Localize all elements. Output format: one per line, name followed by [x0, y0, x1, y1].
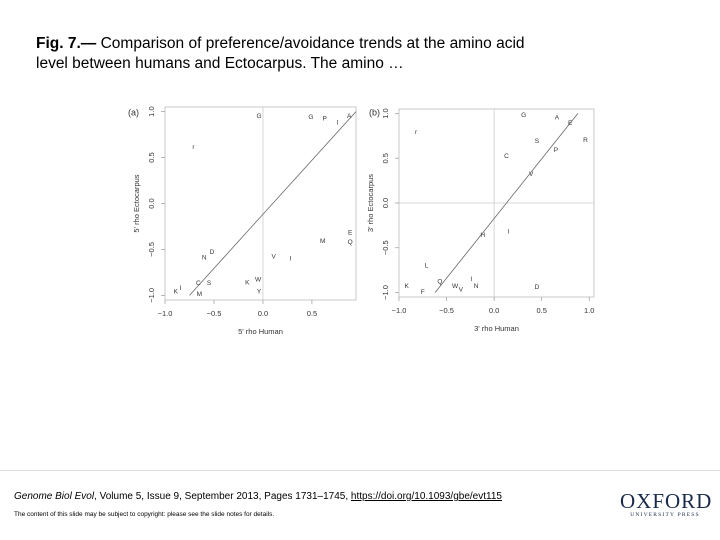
logo: OXFORD UNIVERSITY PRESS [620, 489, 713, 518]
figure-label: Fig. 7.— [36, 35, 97, 52]
point-label: Q [437, 278, 442, 285]
x-tick-label: 1.0 [584, 306, 594, 315]
copyright: The content of this slide may be subject… [14, 511, 275, 518]
figure: −1.0 −0.5 0.0 0.5 −1.0 −0.5 0.0 0.5 1.0 5' rho Hu… [128, 106, 594, 336]
point-label: H [480, 232, 485, 239]
point-label: N [474, 283, 479, 290]
point-label: I [289, 255, 291, 262]
point-label: G [521, 112, 526, 119]
plot-frame [164, 106, 357, 301]
point-label: V [459, 287, 464, 294]
logo-sub: UNIVERSITY PRESS [630, 512, 700, 518]
divider [0, 470, 720, 471]
x-axis-title: 5' rho Human [238, 327, 283, 336]
y-tick-label: −1.0 [147, 288, 156, 303]
point-label: C [504, 153, 509, 160]
point-label: I [180, 285, 182, 292]
logo-main: OXFORD [620, 489, 713, 513]
y-tick-label: −1.0 [381, 285, 390, 300]
panel-label: (b) [369, 107, 380, 117]
x-tick-label: −0.5 [207, 309, 222, 318]
y-tick-label: 0.5 [381, 153, 390, 163]
doi-link[interactable]: https://doi.org/10.1093/gbe/evt115 [350, 491, 502, 502]
y-tick-label: 0.0 [147, 198, 156, 208]
point-label: V [272, 254, 277, 261]
figure-caption: Fig. 7.— Comparison of preference/avoida… [36, 34, 556, 74]
x-tick-label: −1.0 [158, 309, 173, 318]
x-tick-label: 0.5 [536, 306, 546, 315]
point-label: G [256, 113, 261, 120]
point-label: S [535, 138, 540, 145]
point-label: F [421, 289, 425, 296]
y-tick-label: −0.5 [381, 240, 390, 255]
x-tick-label: −0.5 [439, 306, 454, 315]
point-label: V [529, 171, 534, 178]
point-label: N [202, 254, 207, 261]
point-label: K [245, 279, 250, 286]
point-label: L [425, 262, 429, 269]
journal: Genome Biol Evol [14, 491, 95, 502]
point-label: W [452, 283, 459, 290]
point-label: P [554, 147, 558, 154]
y-tick-label: 1.0 [381, 108, 390, 118]
point-label: W [255, 276, 262, 283]
point-label: D [535, 284, 540, 291]
point-label: E [348, 230, 353, 237]
point-label: D [210, 249, 215, 256]
point-label: r [415, 129, 418, 136]
x-axis-title: 3' rho Human [474, 324, 519, 333]
panel-label: (a) [128, 107, 139, 117]
fit-line [189, 111, 357, 296]
citation: Genome Biol Evol, Volume 5, Issue 9, Sep… [14, 491, 502, 502]
point-label: I [470, 276, 472, 283]
x-tick-label: 0.0 [258, 309, 268, 318]
point-label: K [174, 288, 179, 295]
point-label: A [555, 115, 560, 122]
point-label: I [336, 119, 338, 126]
y-axis-title: 5' rho Ectocarpus [132, 174, 141, 232]
y-axis-title: 3' rho Ectocarpus [366, 174, 375, 232]
point-label: C [196, 280, 201, 287]
y-tick-label: 0.0 [381, 198, 390, 208]
x-tick-label: −1.0 [392, 306, 407, 315]
point-label: M [320, 238, 325, 245]
y-tick-label: 0.5 [147, 152, 156, 162]
point-label: I [507, 228, 509, 235]
point-label: Y [257, 288, 262, 295]
point-label: Q [348, 239, 353, 246]
y-tick-label: 1.0 [147, 106, 156, 116]
y-tick-label: −0.5 [147, 242, 156, 257]
point-label: E [568, 120, 573, 127]
fit-line [434, 113, 579, 293]
point-label: S [207, 280, 212, 287]
point-label: K [404, 283, 409, 290]
point-label: r [192, 144, 195, 151]
point-label: A [347, 113, 352, 120]
caption-text: Comparison of preference/avoidance trend… [36, 35, 525, 72]
point-label: P [322, 116, 326, 123]
point-label: M [197, 291, 202, 298]
point-label: R [583, 137, 588, 144]
point-label: G [308, 114, 313, 121]
x-tick-label: 0.0 [489, 306, 499, 315]
citation-text: , Volume 5, Issue 9, September 2013, Pag… [94, 491, 351, 502]
x-tick-label: 0.5 [307, 309, 317, 318]
